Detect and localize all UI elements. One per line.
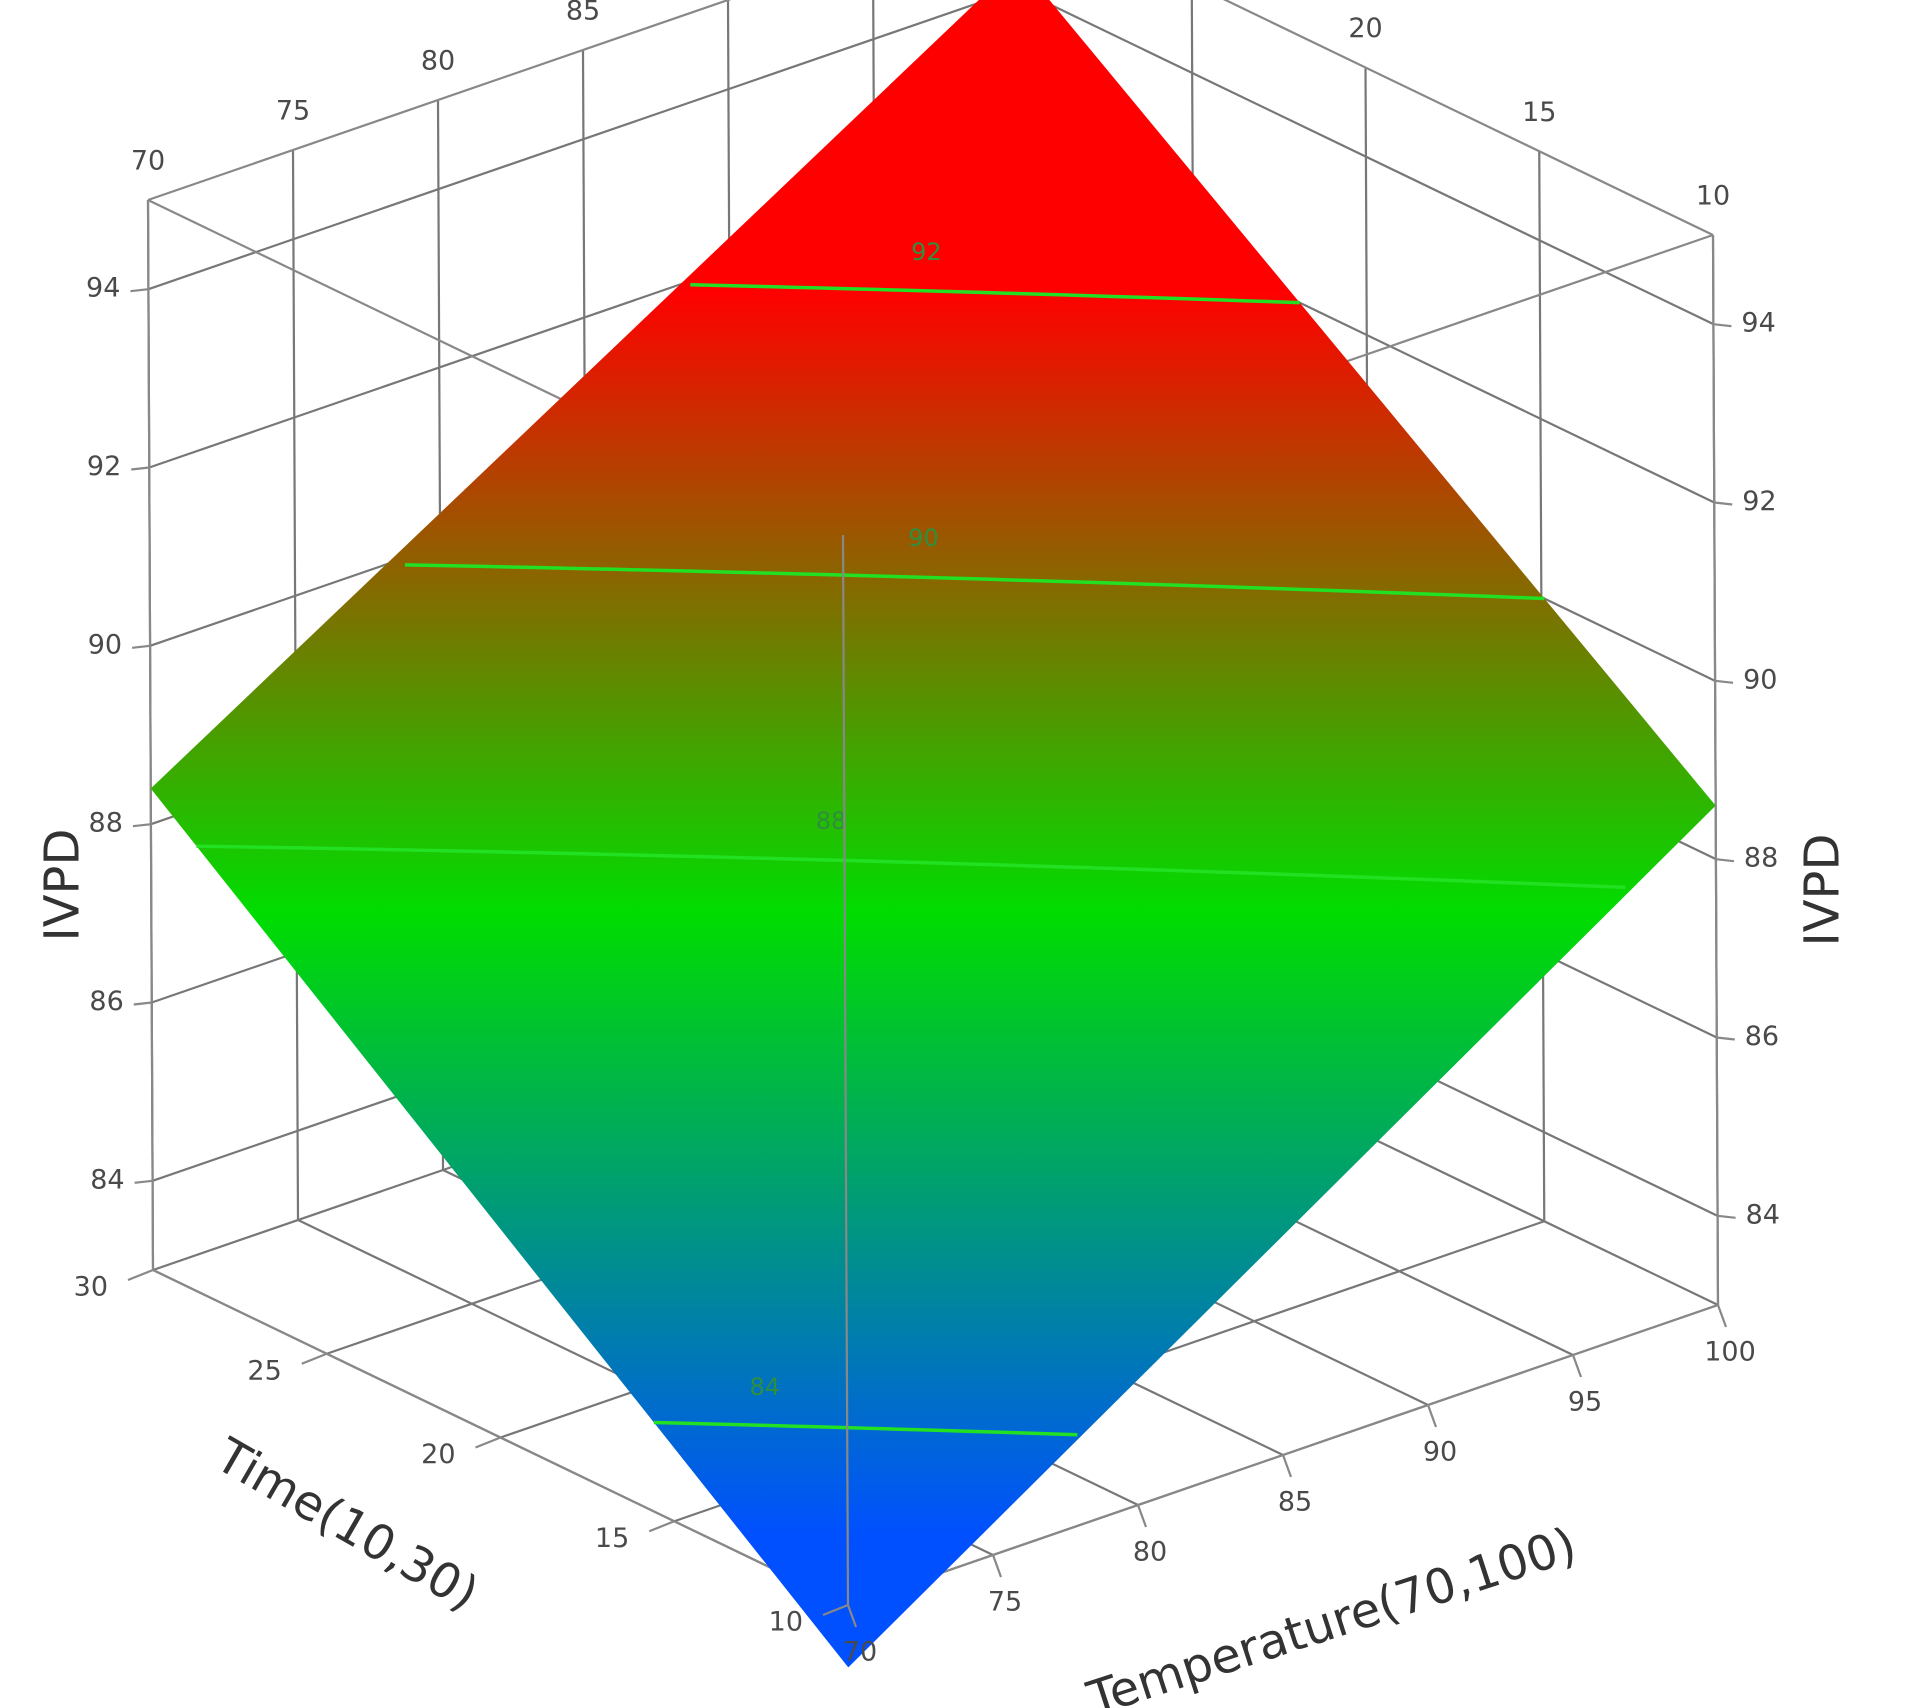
chart-front-edges — [841, 534, 850, 1606]
contour-label: 88 — [816, 807, 847, 835]
tick-label-ivpd-right: 94 — [1741, 308, 1775, 339]
tick-label-temperature-bottom: 100 — [1704, 1337, 1756, 1368]
contour-line — [653, 1420, 1078, 1437]
response-surface — [150, 0, 1716, 1668]
tick-mark-ivpd-right — [1714, 501, 1733, 506]
tick-mark-temperature-bottom — [1426, 1404, 1438, 1428]
tick-label-ivpd-right: 90 — [1743, 664, 1777, 695]
box-edge — [146, 199, 155, 1271]
tick-mark-ivpd-left — [134, 1179, 153, 1184]
tick-mark-time-bottom — [648, 1520, 675, 1533]
contour-label: 84 — [749, 1373, 780, 1401]
contour-line — [196, 844, 1626, 890]
tick-mark-ivpd-right — [1713, 323, 1732, 328]
tick-label-ivpd-left: 84 — [90, 1164, 124, 1195]
tick-label-temperature-bottom: 95 — [1568, 1387, 1602, 1418]
grid-line-ivpd — [148, 0, 991, 291]
tick-label-time-top: 15 — [1522, 97, 1556, 128]
tick-mark-temperature-bottom — [846, 1604, 858, 1628]
grid-line-ivpd — [1038, 0, 1714, 326]
axis-title-ivpd-right: IVPD — [1795, 834, 1851, 947]
tick-mark-ivpd-left — [133, 1001, 152, 1006]
tick-label-time-bottom: 20 — [421, 1439, 455, 1470]
tick-label-ivpd-right: 92 — [1742, 486, 1776, 517]
chart-surface: 84 88 90 92 — [150, 0, 1716, 1668]
chart-tick-labels: 7075808590951001015202530848688909294848… — [74, 0, 1780, 1668]
tick-mark-time-bottom — [127, 1268, 154, 1282]
tick-mark-ivpd-right — [1714, 679, 1734, 684]
box-edge — [1711, 234, 1720, 1306]
box-edge — [147, 0, 732, 202]
tick-label-ivpd-left: 92 — [87, 451, 121, 482]
tick-mark-ivpd-right — [1717, 1214, 1736, 1219]
tick-label-ivpd-left: 86 — [89, 986, 123, 1017]
contour-line — [404, 563, 1545, 601]
tick-mark-time-bottom — [301, 1352, 328, 1365]
tick-label-temperature-bottom: 80 — [1133, 1537, 1167, 1568]
contour-label: 92 — [911, 238, 942, 266]
tick-label-ivpd-left: 88 — [89, 808, 123, 839]
tick-label-ivpd-right: 88 — [1744, 843, 1778, 874]
tick-label-temperature-bottom: 85 — [1278, 1487, 1312, 1518]
tick-label-temperature-bottom: 75 — [988, 1587, 1022, 1618]
axis-title-ivpd-left: IVPD — [35, 829, 91, 942]
tick-label-temperature-top: 80 — [421, 46, 455, 77]
tick-mark-ivpd-left — [130, 288, 149, 293]
tick-mark-temperature-bottom — [1571, 1354, 1583, 1378]
tick-mark-time-bottom — [475, 1436, 501, 1449]
contour-line — [690, 282, 1300, 305]
tick-mark-ivpd-left — [132, 823, 152, 828]
box-edge-front — [841, 534, 850, 1606]
tick-label-temperature-bottom: 90 — [1423, 1437, 1457, 1468]
tick-mark-temperature-bottom — [1136, 1504, 1148, 1528]
tick-label-time-bottom: 10 — [769, 1607, 803, 1638]
tick-mark-ivpd-right — [1715, 858, 1735, 863]
tick-label-time-bottom: 30 — [74, 1272, 108, 1303]
tick-label-ivpd-right: 86 — [1745, 1021, 1779, 1052]
tick-label-time-bottom: 25 — [247, 1355, 281, 1386]
tick-label-temperature-top: 70 — [131, 146, 165, 177]
tick-label-ivpd-left: 90 — [88, 629, 122, 660]
tick-label-temperature-top: 85 — [566, 0, 600, 27]
tick-label-time-bottom: 15 — [595, 1523, 629, 1554]
tick-label-temperature-bottom: 70 — [843, 1637, 877, 1668]
tick-label-time-top: 20 — [1348, 13, 1382, 44]
contour-label: 90 — [908, 524, 939, 552]
tick-mark-ivpd-left — [131, 466, 150, 471]
tick-mark-temperature-bottom — [1716, 1304, 1728, 1328]
tick-mark-time-bottom — [822, 1603, 849, 1617]
box-edge — [1222, 0, 1714, 236]
tick-mark-ivpd-left — [131, 644, 151, 649]
tick-label-temperature-top: 75 — [276, 96, 310, 127]
tick-mark-temperature-bottom — [1281, 1454, 1293, 1478]
tick-label-ivpd-left: 94 — [86, 273, 120, 304]
tick-mark-ivpd-right — [1716, 1036, 1735, 1041]
tick-label-ivpd-right: 84 — [1746, 1199, 1780, 1230]
tick-mark-temperature-bottom — [991, 1554, 1003, 1578]
tick-label-time-top: 10 — [1696, 181, 1730, 212]
